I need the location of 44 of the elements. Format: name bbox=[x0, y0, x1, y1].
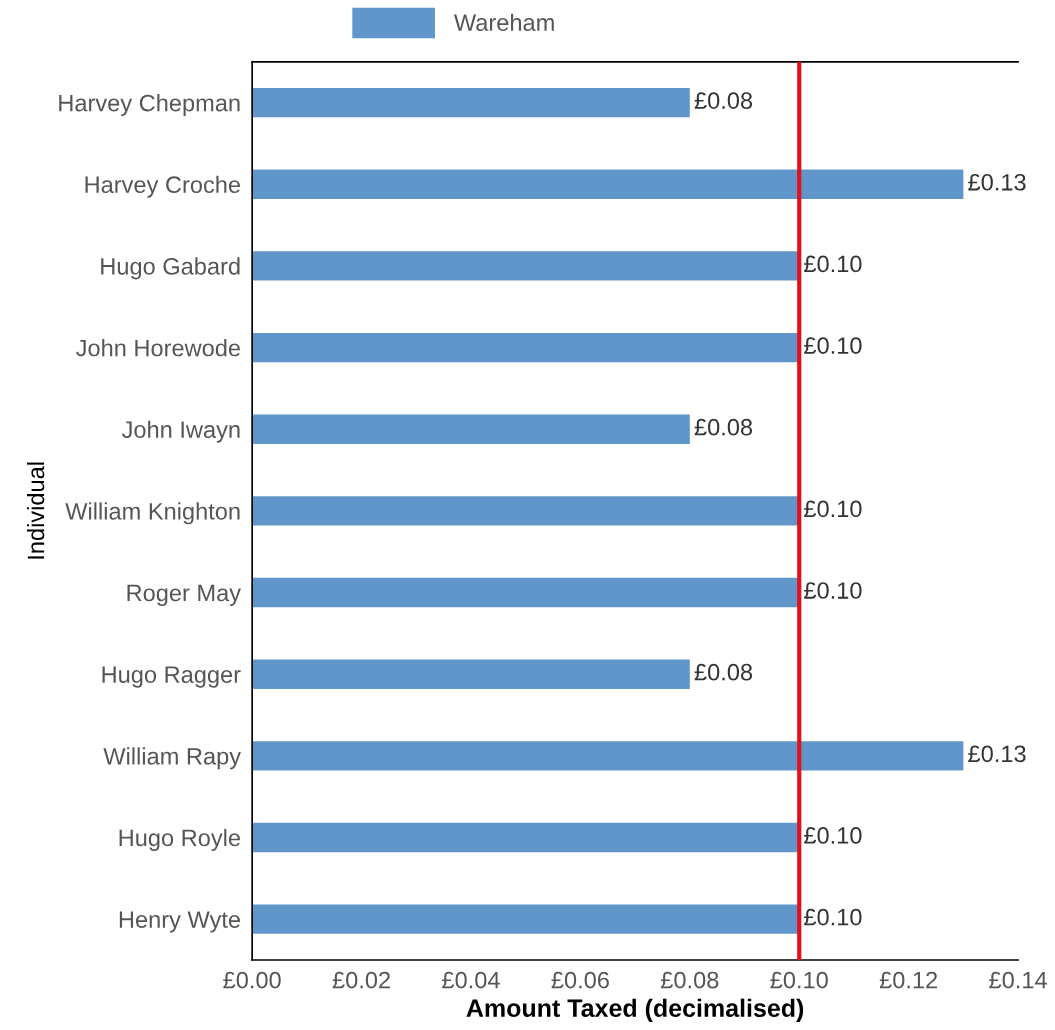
bar bbox=[252, 87, 690, 118]
bar bbox=[252, 822, 800, 853]
data-label: £0.10 bbox=[804, 908, 862, 926]
y-tick-label: Hugo Ragger bbox=[102, 666, 241, 688]
bar bbox=[252, 414, 690, 444]
x-tick-label: £0.04 bbox=[442, 971, 500, 989]
y-tick-label: Harvey Croche bbox=[85, 175, 240, 198]
bar bbox=[252, 577, 800, 608]
data-label: £0.13 bbox=[968, 745, 1026, 763]
y-tick-label: John Iwayn bbox=[121, 420, 240, 443]
x-axis-title: Amount Taxed (decimalised) bbox=[466, 998, 804, 1022]
bar bbox=[252, 659, 690, 689]
y-tick-label: William Knighton bbox=[65, 502, 240, 525]
x-tick-label: £0.10 bbox=[770, 971, 828, 989]
x-tick-label: £0.06 bbox=[551, 971, 609, 989]
y-tick-label: John Horewode bbox=[76, 339, 240, 357]
bar bbox=[252, 496, 800, 526]
x-tick-label: £0.08 bbox=[660, 971, 719, 989]
legend-label: Wareham bbox=[453, 13, 554, 31]
y-tick-label: Henry Wyte bbox=[119, 911, 240, 933]
y-tick-label: Hugo Gabard bbox=[101, 257, 240, 280]
data-label: £0.10 bbox=[804, 337, 862, 354]
data-label: £0.13 bbox=[968, 173, 1026, 191]
y-tick-label: William Rapy bbox=[103, 747, 241, 770]
bar bbox=[252, 741, 964, 771]
y-tick-label: Harvey Chepman bbox=[59, 94, 240, 117]
data-label: £0.10 bbox=[804, 827, 862, 844]
bar bbox=[252, 169, 964, 199]
bar bbox=[252, 332, 800, 363]
data-label: £0.08 bbox=[694, 92, 753, 109]
data-label: £0.08 bbox=[694, 418, 753, 436]
y-axis-title: Individual bbox=[26, 462, 45, 559]
data-label: £0.08 bbox=[694, 663, 753, 681]
data-label: £0.10 bbox=[804, 255, 862, 273]
data-label: £0.10 bbox=[804, 582, 862, 599]
y-tick-label: Hugo Royle bbox=[119, 828, 240, 851]
y-tick-label: Roger May bbox=[127, 584, 241, 606]
bar bbox=[252, 251, 800, 281]
x-tick-label: £0.00 bbox=[223, 971, 281, 989]
x-tick-label: £0.12 bbox=[879, 971, 938, 989]
bar bbox=[252, 904, 800, 934]
data-label: £0.10 bbox=[804, 500, 862, 518]
x-tick-label: £0.02 bbox=[332, 971, 390, 989]
x-tick-label: £0.14 bbox=[989, 971, 1047, 989]
